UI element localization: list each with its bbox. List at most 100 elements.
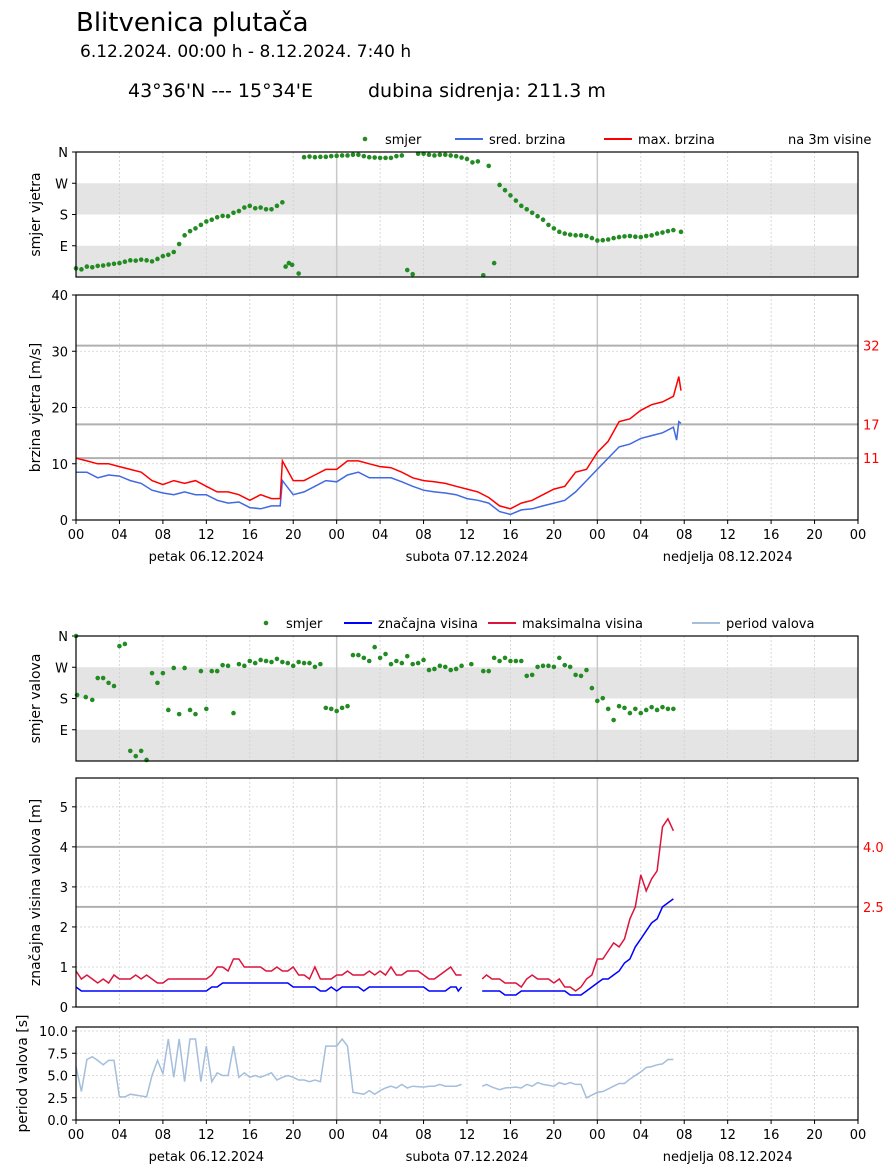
direction-point <box>633 706 638 712</box>
direction-point <box>225 663 231 669</box>
direction-point <box>356 152 361 158</box>
x-tick-label: 00 <box>328 528 345 543</box>
direction-point <box>258 657 263 663</box>
x-tick-label: 16 <box>502 1128 519 1143</box>
direction-point <box>540 217 546 223</box>
x-tick-label: 08 <box>415 1128 432 1143</box>
x-tick-label: 00 <box>68 528 85 543</box>
direction-point <box>301 154 307 160</box>
direction-point <box>334 153 339 159</box>
direction-point <box>578 673 584 679</box>
direction-point <box>399 153 405 158</box>
x-tick-label: 20 <box>806 1128 823 1143</box>
x-tick-label: 04 <box>372 528 389 543</box>
x-tick-label: 16 <box>502 528 519 543</box>
direction-point <box>323 705 329 711</box>
direction-point <box>595 698 600 704</box>
x-tick-label: 00 <box>68 1128 85 1143</box>
direction-point <box>671 706 676 712</box>
direction-point <box>296 271 301 276</box>
direction-point <box>263 658 269 664</box>
y-tick-label: S <box>60 693 68 708</box>
direction-point <box>535 664 540 670</box>
x-tick-label: 04 <box>111 528 128 543</box>
direction-point <box>415 660 421 666</box>
direction-point <box>551 664 557 670</box>
direction-point <box>193 711 198 717</box>
direction-point <box>138 748 144 754</box>
page-title: Blitvenica plutača <box>76 8 309 38</box>
legend-dot-icon <box>263 620 269 626</box>
direction-point <box>372 155 377 160</box>
direction-point <box>220 662 225 668</box>
direction-point <box>117 643 122 649</box>
direction-point <box>258 205 263 210</box>
direction-point <box>176 241 182 247</box>
panel-wave-period <box>72 1026 859 1121</box>
day-label: subota 07.12.2024 <box>406 550 529 565</box>
direction-point <box>546 663 551 669</box>
direction-point <box>231 710 236 716</box>
direction-point <box>166 707 171 713</box>
day-label: nedjelja 08.12.2024 <box>663 1150 793 1165</box>
legend-label: značajna visina <box>378 617 478 632</box>
threshold-label: 4.0 <box>863 841 884 856</box>
direction-point <box>345 153 350 158</box>
direction-point <box>312 154 318 160</box>
direction-point <box>410 661 415 667</box>
direction-point <box>573 672 578 678</box>
direction-point <box>345 703 350 709</box>
direction-point <box>307 660 312 666</box>
x-tick-label: 16 <box>763 528 780 543</box>
direction-point <box>366 154 372 160</box>
legend-label: na 3m visine <box>788 133 871 148</box>
direction-point <box>106 680 111 686</box>
direction-point <box>622 234 627 239</box>
direction-point <box>372 644 377 650</box>
x-tick-label: 20 <box>806 528 823 543</box>
direction-point <box>187 228 193 234</box>
direction-point <box>339 153 345 158</box>
direction-point <box>600 695 606 701</box>
direction-point <box>540 663 546 669</box>
direction-point <box>616 703 622 709</box>
direction-point <box>638 234 644 240</box>
direction-point <box>176 711 182 717</box>
direction-point <box>209 217 215 223</box>
x-tick-label: 20 <box>285 528 302 543</box>
x-tick-label: 12 <box>459 528 476 543</box>
direction-point <box>611 235 616 241</box>
x-tick-label: 12 <box>719 528 736 543</box>
direction-point <box>283 264 288 269</box>
direction-point <box>605 706 611 712</box>
direction-point <box>328 706 334 712</box>
x-tick-label: 12 <box>459 1128 476 1143</box>
x-tick-label: 20 <box>546 528 563 543</box>
direction-point <box>562 662 568 668</box>
direction-point <box>182 233 187 238</box>
direction-point <box>643 233 649 239</box>
y-tick-label: 10.0 <box>39 1025 68 1040</box>
y-tick-label: 7.5 <box>47 1047 68 1062</box>
legend-label: max. brzina <box>638 133 715 148</box>
direction-point <box>155 680 160 686</box>
day-label: subota 07.12.2024 <box>406 1150 529 1165</box>
direction-point <box>671 227 676 233</box>
y-tick-label: 5.0 <box>47 1070 68 1085</box>
y-axis-label: period valova [s] <box>15 1015 31 1133</box>
direction-point <box>557 655 562 661</box>
direction-point <box>383 651 388 657</box>
direction-point <box>638 710 644 716</box>
direction-point <box>128 748 133 754</box>
direction-point <box>627 233 633 239</box>
direction-point <box>410 271 415 277</box>
direction-point <box>643 707 649 713</box>
legend-dot-icon <box>362 136 368 142</box>
x-tick-label: 00 <box>589 1128 606 1143</box>
direction-point <box>252 660 258 666</box>
direction-point <box>377 655 383 661</box>
mooring-depth: dubina sidrenja: 211.3 m <box>368 80 606 102</box>
day-label: nedjelja 08.12.2024 <box>663 550 793 565</box>
direction-point <box>649 704 654 710</box>
y-axis-label: brzina vjetra [m/s] <box>28 343 44 472</box>
